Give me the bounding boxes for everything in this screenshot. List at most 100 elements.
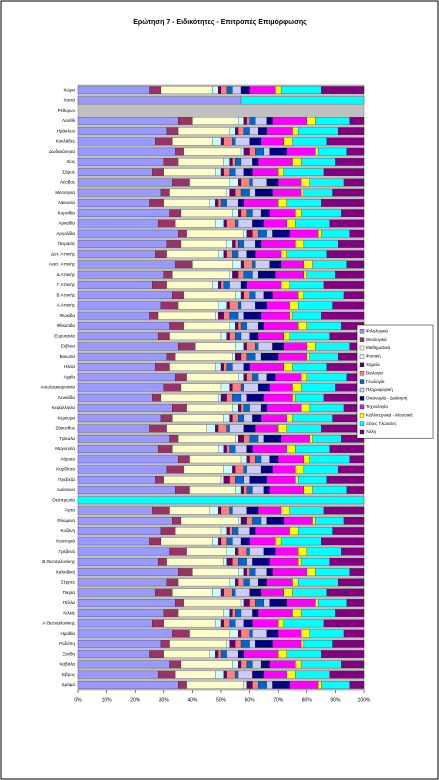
bar-segment (183, 322, 230, 330)
bar-segment (249, 599, 256, 607)
bar-segment (309, 629, 345, 638)
bar-segment (300, 383, 336, 392)
bar-segment (186, 681, 244, 689)
y-tick-label: Λασίθι (62, 118, 75, 123)
bar-segment (235, 445, 247, 453)
bar-segment (280, 86, 322, 94)
bar-segment (229, 506, 233, 515)
bar-segment (235, 547, 239, 556)
bar-segment (249, 178, 253, 187)
bar-segment (77, 578, 167, 587)
y-tick-label: Β Αττικής (57, 291, 76, 297)
bar-segment (232, 465, 236, 474)
bar-segment (220, 363, 224, 371)
bar-segment (220, 86, 227, 94)
bar-segment (77, 137, 156, 146)
y-tick-label: Λάρισα (60, 455, 75, 461)
bar-segment (315, 568, 350, 576)
bar-segment (163, 650, 210, 658)
bar-segment (235, 619, 244, 628)
bar-segment (278, 619, 285, 628)
bar-segment (155, 588, 173, 597)
bar-segment (77, 640, 162, 648)
bar-segment (163, 168, 216, 176)
bar-segment (306, 352, 310, 361)
bar-segment (249, 475, 267, 484)
bar-segment (243, 127, 250, 135)
y-tick-label: Ανατ. Αττικής (49, 261, 76, 267)
x-tick-label: 90% (330, 697, 341, 703)
legend-swatch (359, 354, 365, 359)
bar-segment (238, 219, 253, 228)
bar-segment (163, 619, 216, 628)
bar-segment (223, 558, 227, 566)
legend-swatch (359, 329, 365, 334)
bar-segment (180, 517, 239, 525)
bar-segment (252, 558, 270, 566)
bar-segment (172, 137, 213, 146)
bar-segment (255, 147, 265, 156)
bar-segment (223, 588, 233, 597)
bar-segment (258, 609, 293, 617)
bar-segment (77, 342, 179, 351)
bar-segment (246, 558, 253, 566)
bar-segment (255, 424, 279, 433)
bar-segment (215, 619, 222, 628)
bar-segment (175, 219, 216, 228)
bar-segment (235, 158, 242, 166)
bar-segment (249, 363, 285, 371)
bar-segment (166, 127, 179, 135)
legend-label: Καλλιτεχνικά - Μουσική (366, 411, 413, 417)
bar-segment (220, 383, 230, 392)
y-tick-label: Έβρος (61, 672, 76, 677)
bar-segment (335, 158, 365, 166)
bar-segment (295, 240, 305, 248)
bar-segment (238, 373, 244, 382)
bar-segment (240, 86, 250, 94)
bar-segment (252, 517, 262, 525)
bar-segment (155, 250, 167, 258)
bar-segment (77, 219, 159, 228)
bar-segment (272, 640, 302, 648)
y-tick-label: Μαγνησία (55, 446, 75, 451)
bar-segment (229, 629, 239, 638)
bar-segment (255, 188, 273, 197)
bar-segment (318, 681, 322, 689)
bar-segment (321, 311, 365, 320)
bar-segment (180, 383, 222, 392)
bar-segment (232, 414, 239, 423)
bar-segment (243, 311, 262, 320)
bar-segment (152, 393, 162, 402)
y-tick-label: Σέρρες (61, 579, 76, 585)
bar-segment (235, 240, 239, 248)
bar-segment (238, 311, 244, 320)
bar-segment (246, 455, 250, 464)
bar-segment (243, 414, 253, 423)
bar-segment (77, 147, 176, 156)
bar-segment (238, 240, 244, 248)
bar-segment (252, 660, 262, 669)
bar-segment (295, 475, 299, 484)
bar-segment (306, 117, 316, 125)
bar-segment (149, 311, 159, 320)
bar-segment (263, 393, 293, 402)
bar-segment (166, 465, 184, 474)
bar-segment (258, 578, 267, 587)
bar-segment (157, 670, 176, 679)
bar-segment (298, 578, 339, 587)
y-tick-label: Κέρκυρα (58, 414, 76, 420)
bar-segment (338, 465, 365, 474)
bar-segment (157, 445, 173, 453)
bar-segment (252, 178, 267, 187)
bar-segment (240, 404, 244, 412)
bar-segment (178, 681, 187, 689)
bar-segment (252, 270, 259, 279)
bar-segment (260, 404, 267, 412)
y-tick-label: Κεφαλληνία (52, 405, 76, 410)
bar-segment (260, 311, 290, 320)
bar-segment (178, 568, 193, 576)
bar-segment (172, 588, 213, 597)
bar-segment (192, 117, 239, 125)
bar-segment (77, 178, 173, 187)
bar-segment (243, 199, 279, 207)
